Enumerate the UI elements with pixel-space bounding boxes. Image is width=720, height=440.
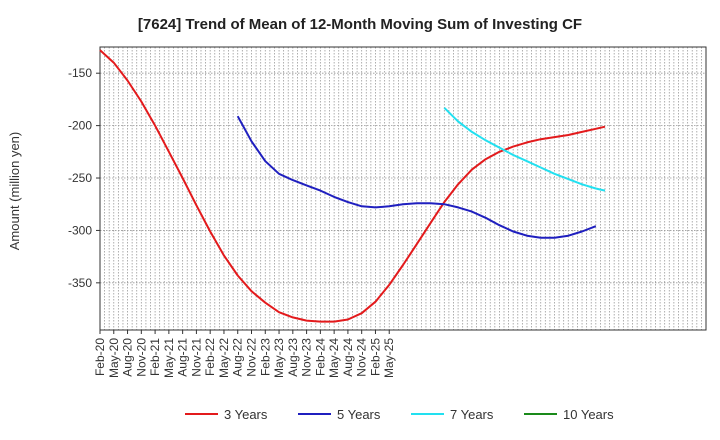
x-tick-label: Nov-21 — [189, 338, 203, 377]
x-tick-label: Nov-22 — [245, 338, 259, 377]
x-tick-label: Aug-21 — [176, 338, 190, 377]
x-tick-label: Aug-20 — [121, 338, 135, 377]
x-tick-label: Feb-22 — [203, 338, 217, 376]
x-tick-label: Feb-25 — [368, 338, 382, 376]
y-tick-label: -300 — [68, 223, 92, 237]
x-tick-label: Nov-23 — [300, 338, 314, 377]
x-tick-label: May-25 — [382, 338, 396, 378]
x-tick-label: May-24 — [327, 338, 341, 378]
series-line-5-years — [236, 115, 597, 239]
series-lines — [99, 49, 606, 323]
y-tick-label: -150 — [68, 66, 92, 80]
y-axis-label: Amount (million yen) — [7, 132, 22, 251]
x-tick-label: Feb-23 — [258, 338, 272, 376]
y-tick-label: -350 — [68, 276, 92, 290]
x-tick-label: Aug-23 — [286, 338, 300, 377]
legend-label-10-years: 10 Years — [563, 407, 614, 422]
grid — [99, 47, 707, 330]
x-tick-label: Aug-22 — [231, 338, 245, 377]
x-tick-label: Feb-24 — [313, 338, 327, 376]
plot-frame — [99, 46, 707, 331]
chart-title: [7624] Trend of Mean of 12-Month Moving … — [138, 16, 582, 33]
x-tick-label: Nov-20 — [134, 338, 148, 377]
x-tick-label: May-21 — [162, 338, 176, 378]
legend: 3 Years 5 Years 7 Years 10 Years — [185, 407, 614, 422]
x-tick-label: Feb-20 — [93, 338, 107, 376]
legend-label-3-years: 3 Years — [224, 407, 268, 422]
y-tick-label: -250 — [68, 171, 92, 185]
series-line-3-years — [99, 49, 606, 323]
x-tick-label: Feb-21 — [148, 338, 162, 376]
legend-label-5-years: 5 Years — [337, 407, 381, 422]
x-tick-label: Aug-24 — [341, 338, 355, 377]
y-tick-label: -200 — [68, 119, 92, 133]
x-tick-label: May-20 — [107, 338, 121, 378]
x-tick-label: Nov-24 — [355, 338, 369, 377]
x-tick-label: May-22 — [217, 338, 231, 378]
series-line-7-years — [443, 107, 606, 192]
legend-label-7-years: 7 Years — [450, 407, 494, 422]
x-tick-label: May-23 — [272, 338, 286, 378]
